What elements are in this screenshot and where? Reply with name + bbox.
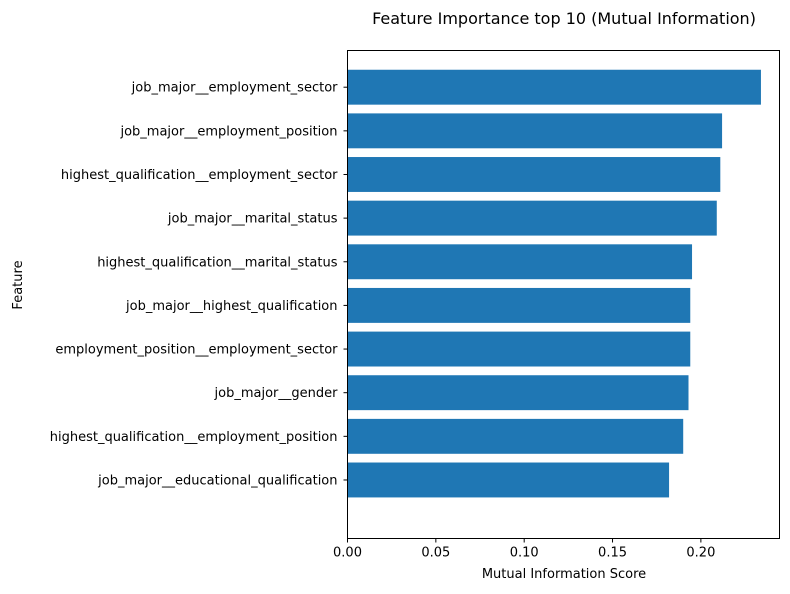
plot-frame [347, 50, 780, 539]
y-tick-label: job_major__employment_sector [131, 81, 338, 96]
bars-group [347, 69, 761, 498]
x-tick-label: 0.15 [598, 546, 627, 561]
y-tick-label: employment_position__employment_sector [55, 343, 338, 358]
chart-title: Feature Importance top 10 (Mutual Inform… [372, 9, 756, 28]
x-tick-label: 0.00 [333, 546, 362, 561]
y-tick-label: highest_qualification__marital_status [97, 255, 338, 270]
x-tick-group: 0.00 0.05 0.10 0.15 0.20 [333, 538, 715, 561]
bar-job_major__gender [347, 375, 689, 411]
y-tick-label: job_major__employment_position [119, 124, 337, 139]
y-tick-label: job_major__educational_qualification [97, 473, 337, 488]
y-tick-label: highest_qualification__employment_sector [61, 168, 338, 183]
y-tick-label: highest_qualification__employment_positi… [50, 430, 338, 445]
bar-job_major__employment_position [347, 113, 723, 149]
y-axis-label: Feature [11, 260, 26, 309]
bar-job_major__educational_qualification [347, 462, 670, 498]
bar-job_major__highest_qualification [347, 287, 691, 323]
bar-employment_position__employment_sector [347, 331, 691, 367]
x-tick-label: 0.20 [686, 546, 715, 561]
bar-job_major__employment_sector [347, 69, 761, 105]
y-tick-label: job_major__marital_status [167, 212, 338, 227]
y-tick-group: job_major__employment_sector job_major__e… [50, 81, 348, 488]
bar-highest_qualification__marital_status [347, 244, 693, 280]
y-tick-label: job_major__highest_qualification [125, 299, 337, 314]
bar-highest_qualification__employment_sector [347, 157, 721, 192]
bar-job_major__marital_status [347, 200, 717, 236]
x-axis-label: Mutual Information Score [482, 567, 646, 582]
y-tick-label: job_major__gender [214, 386, 339, 401]
bar-highest_qualification__employment_position [347, 418, 684, 454]
x-tick-label: 0.10 [510, 546, 539, 561]
x-tick-label: 0.05 [421, 546, 450, 561]
